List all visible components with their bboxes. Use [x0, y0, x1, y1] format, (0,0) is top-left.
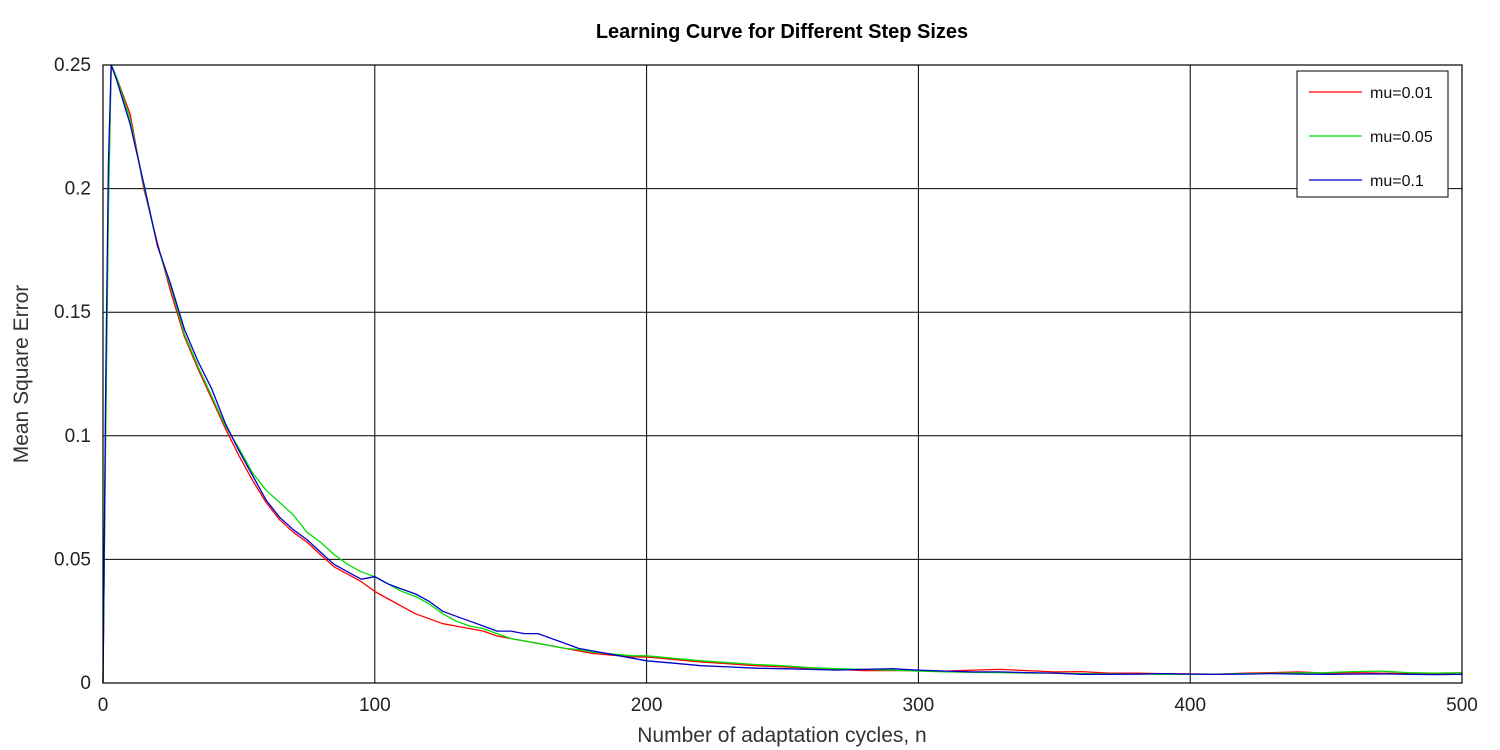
series-line-mu-0-1	[102, 64, 1463, 684]
y-tick-label: 0.25	[54, 55, 91, 76]
x-axis-ticks: 0 100 200 300 400 500	[98, 695, 1478, 716]
x-tick-label: 500	[1446, 695, 1478, 716]
legend-entry: mu=0.1	[1370, 173, 1424, 190]
x-tick-label: 400	[1174, 695, 1206, 716]
y-tick-label: 0	[80, 673, 91, 694]
chart-title: Learning Curve for Different Step Sizes	[596, 21, 968, 43]
x-tick-label: 200	[631, 695, 663, 716]
y-tick-label: 0.05	[54, 549, 91, 570]
y-axis-ticks: 0 0.05 0.1 0.15 0.2 0.25	[54, 55, 91, 694]
legend-entry: mu=0.01	[1370, 85, 1433, 102]
x-tick-label: 100	[359, 695, 391, 716]
x-tick-label: 0	[98, 695, 109, 716]
plot-frame	[102, 64, 1463, 684]
x-axis-label: Number of adaptation cycles, n	[637, 724, 927, 747]
legend-entry: mu=0.05	[1370, 129, 1433, 146]
y-tick-label: 0.1	[65, 426, 91, 447]
legend: mu=0.01 mu=0.05 mu=0.1	[1296, 70, 1449, 198]
y-tick-label: 0.15	[54, 302, 91, 323]
y-tick-label: 0.2	[65, 179, 91, 200]
y-axis-label: Mean Square Error	[10, 285, 33, 464]
series-layer	[102, 64, 1463, 684]
x-tick-label: 300	[903, 695, 935, 716]
